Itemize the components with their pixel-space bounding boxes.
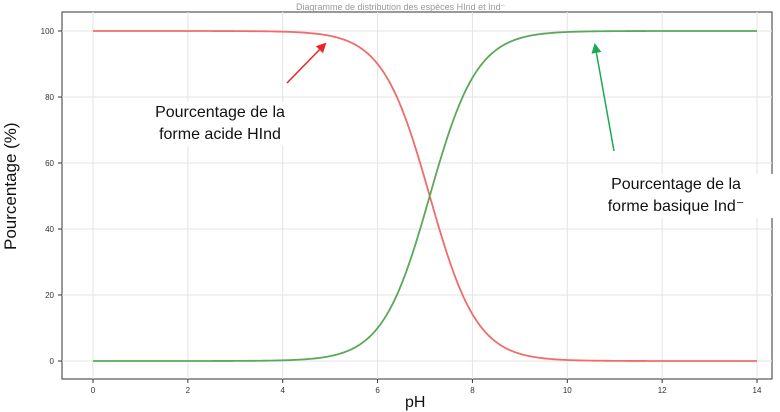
- chart-title: Diagramme de distribution des espèces HI…: [296, 2, 506, 12]
- series-group: [93, 30, 757, 362]
- y-tick-label: 80: [45, 93, 54, 102]
- base-annotation-arrow: [591, 43, 615, 152]
- y-tick-label: 0: [50, 357, 55, 366]
- x-axis-ticks: 0 2 4 6 8 10 12 14: [91, 379, 762, 395]
- acid-annotation: Pourcentage de la forme acide HInd: [122, 102, 318, 146]
- y-tick-label: 20: [45, 291, 54, 300]
- acid-annotation-line2: forme acide HInd: [159, 126, 281, 143]
- x-tick-label: 0: [91, 386, 96, 395]
- x-tick-label: 12: [658, 386, 667, 395]
- x-tick-label: 8: [470, 386, 475, 395]
- acid-annotation-line1: Pourcentage de la: [155, 104, 285, 121]
- x-tick-label: 14: [753, 386, 762, 395]
- acid-annotation-arrow: [286, 42, 327, 84]
- y-tick-label: 60: [45, 159, 54, 168]
- acid-series-line: [93, 30, 757, 362]
- base-annotation: Pourcentage de la forme basique Ind⁻: [578, 174, 774, 218]
- x-tick-label: 2: [186, 386, 191, 395]
- x-tick-label: 6: [375, 386, 380, 395]
- base-annotation-line2: forme basique Ind⁻: [607, 198, 745, 215]
- y-tick-label: 40: [45, 225, 54, 234]
- base-series-line: [93, 30, 757, 362]
- y-tick-label: 100: [41, 27, 55, 36]
- x-tick-label: 10: [563, 386, 572, 395]
- x-axis-label: pH: [405, 394, 426, 411]
- x-tick-label: 4: [280, 386, 285, 395]
- y-axis-label: Pourcentage (%): [1, 122, 20, 250]
- y-axis-ticks: 0 20 40 60 80 100: [41, 27, 62, 366]
- base-annotation-line1: Pourcentage de la: [611, 176, 741, 193]
